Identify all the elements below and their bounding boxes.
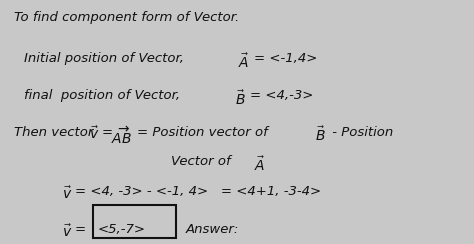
Text: Vector of: Vector of <box>171 155 235 168</box>
Text: = <4, -3> - <-1, 4>   = <4+1, -3-4>: = <4, -3> - <-1, 4> = <4+1, -3-4> <box>75 185 321 198</box>
Text: $\vec{v}$: $\vec{v}$ <box>89 126 100 142</box>
Text: $\vec{v}$: $\vec{v}$ <box>62 223 72 240</box>
Text: $\overrightarrow{AB}$: $\overrightarrow{AB}$ <box>111 126 132 147</box>
Text: = Position vector of: = Position vector of <box>137 126 273 139</box>
Text: Then vector: Then vector <box>14 126 98 139</box>
Text: $\vec{B}$: $\vec{B}$ <box>235 89 246 108</box>
Text: <5,-7>: <5,-7> <box>97 223 145 236</box>
Text: final  position of Vector,: final position of Vector, <box>24 89 184 102</box>
Text: Initial position of Vector,: Initial position of Vector, <box>24 52 188 65</box>
Text: $\vec{v}$: $\vec{v}$ <box>62 185 72 202</box>
Text: To find component form of Vector.: To find component form of Vector. <box>14 11 239 24</box>
Bar <box>93 205 176 238</box>
Text: - Position: - Position <box>328 126 394 139</box>
Text: Answer:: Answer: <box>186 223 239 236</box>
Text: = <4,-3>: = <4,-3> <box>250 89 313 102</box>
Text: =: = <box>102 126 117 139</box>
Text: $\vec{A}$: $\vec{A}$ <box>238 52 250 71</box>
Text: $\vec{A}$: $\vec{A}$ <box>254 155 265 173</box>
Text: = <-1,4>: = <-1,4> <box>254 52 317 65</box>
Text: $\vec{B}$: $\vec{B}$ <box>315 126 326 144</box>
Text: =: = <box>75 223 86 236</box>
